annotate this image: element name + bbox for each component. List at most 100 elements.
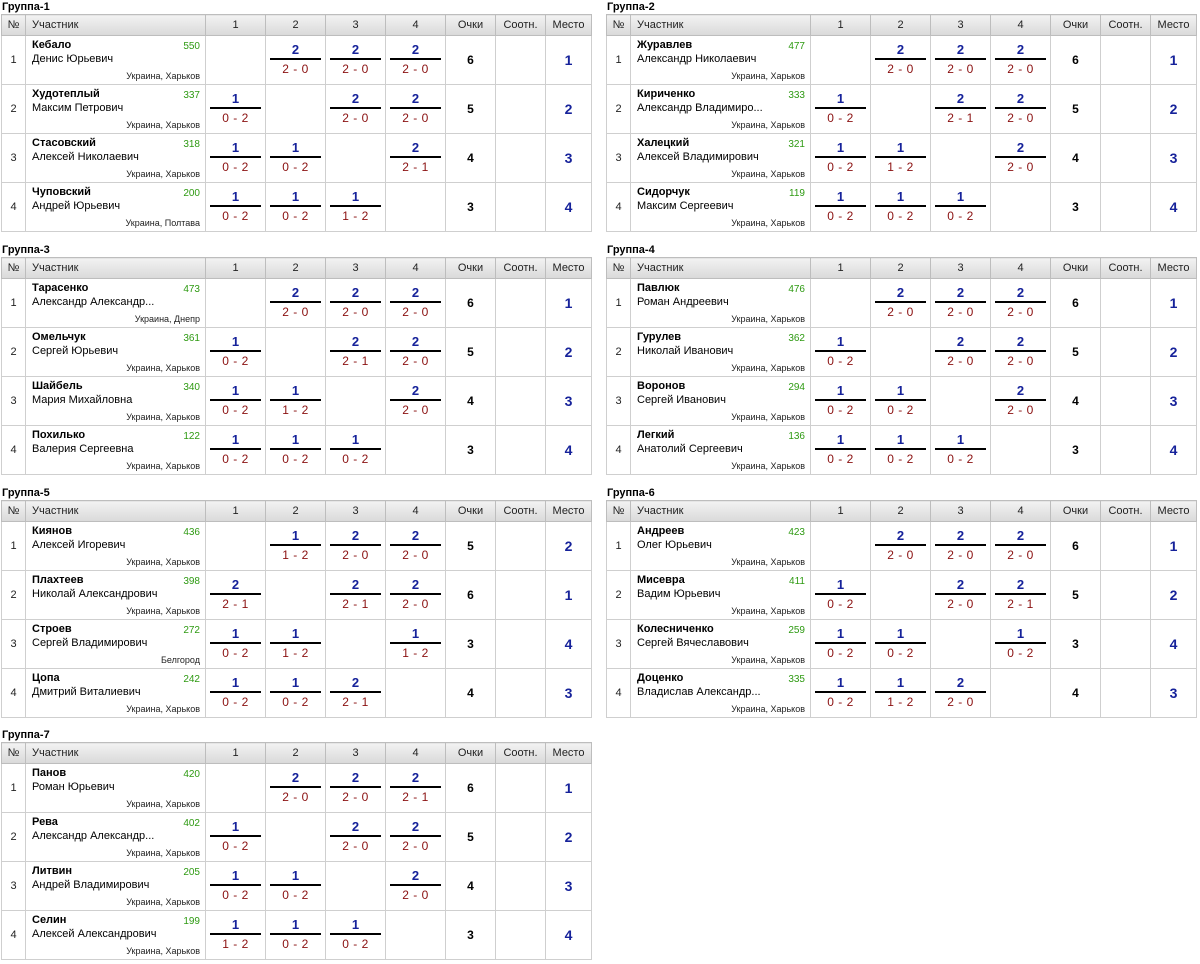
match-result-cell[interactable]: 2 2 - 0 — [990, 376, 1051, 426]
match-result-cell[interactable]: 1 0 - 2 — [265, 668, 326, 718]
match-result-cell[interactable]: 2 2 - 0 — [870, 521, 931, 571]
match-result-cell[interactable]: 1 0 - 2 — [810, 84, 871, 134]
match-result-cell[interactable]: 2 2 - 0 — [990, 278, 1051, 328]
header-col-3[interactable]: 3 — [325, 257, 386, 279]
header-col-3[interactable]: 3 — [930, 257, 991, 279]
match-result-cell[interactable]: 2 2 - 0 — [870, 278, 931, 328]
header-col-3[interactable]: 3 — [930, 500, 991, 522]
header-points[interactable]: Очки — [1050, 14, 1101, 36]
match-result-cell[interactable]: 2 2 - 0 — [385, 861, 446, 911]
player-cell[interactable]: Чуповский Андрей Юрьевич 200 Украина, Полта… — [25, 182, 206, 232]
match-result-cell[interactable]: 1 1 - 2 — [385, 619, 446, 669]
match-result-cell[interactable]: 1 0 - 2 — [870, 619, 931, 669]
match-result-cell[interactable]: 2 2 - 0 — [325, 84, 386, 134]
header-sootn[interactable]: Соотн. — [495, 14, 546, 36]
player-lastname[interactable]: Селин — [32, 914, 67, 926]
header-points[interactable]: Очки — [1050, 257, 1101, 279]
match-result-cell[interactable]: 2 2 - 0 — [385, 521, 446, 571]
match-result-cell[interactable]: 1 1 - 2 — [870, 668, 931, 718]
header-col-1[interactable]: 1 — [205, 14, 266, 36]
header-place[interactable]: Место — [545, 500, 592, 522]
player-lastname[interactable]: Цопа — [32, 672, 60, 684]
player-cell[interactable]: Халецкий Алексей Владимирович 321 Украина, … — [630, 133, 811, 183]
player-lastname[interactable]: Легкий — [637, 429, 675, 441]
player-lastname[interactable]: Чуповский — [32, 186, 91, 198]
match-result-cell[interactable]: 1 1 - 2 — [325, 182, 386, 232]
header-player[interactable]: Участник — [25, 500, 206, 522]
match-result-cell[interactable]: 2 2 - 0 — [990, 35, 1051, 85]
player-cell[interactable]: Андреев Олег Юрьевич 423 Украина, Харьков — [630, 521, 811, 571]
header-place[interactable]: Место — [1150, 500, 1197, 522]
player-lastname[interactable]: Похилько — [32, 429, 86, 441]
header-col-4[interactable]: 4 — [385, 14, 446, 36]
player-cell[interactable]: Панов Роман Юрьевич 420 Украина, Харьков — [25, 763, 206, 813]
match-result-cell[interactable]: 2 2 - 0 — [930, 278, 991, 328]
match-result-cell[interactable]: 1 1 - 2 — [205, 910, 266, 960]
header-col-4[interactable]: 4 — [990, 500, 1051, 522]
player-lastname[interactable]: Кириченко — [637, 88, 696, 100]
player-cell[interactable]: Журавлев Александр Николаевич 477 Украина, … — [630, 35, 811, 85]
match-result-cell[interactable]: 1 1 - 2 — [265, 521, 326, 571]
player-cell[interactable]: Гурулев Николай Иванович 362 Украина, Харьк… — [630, 327, 811, 377]
player-lastname[interactable]: Мисевра — [637, 574, 685, 586]
header-player[interactable]: Участник — [630, 14, 811, 36]
header-col-3[interactable]: 3 — [930, 14, 991, 36]
header-num[interactable]: № — [1, 742, 26, 764]
header-player[interactable]: Участник — [630, 257, 811, 279]
match-result-cell[interactable]: 1 0 - 2 — [810, 668, 871, 718]
player-lastname[interactable]: Литвин — [32, 865, 73, 877]
player-cell[interactable]: Похилько Валерия Сергеевна 122 Украина, Хар… — [25, 425, 206, 475]
match-result-cell[interactable]: 2 2 - 0 — [385, 570, 446, 620]
match-result-cell[interactable]: 1 0 - 2 — [810, 425, 871, 475]
match-result-cell[interactable]: 1 0 - 2 — [205, 668, 266, 718]
header-num[interactable]: № — [606, 14, 631, 36]
header-points[interactable]: Очки — [445, 14, 496, 36]
match-result-cell[interactable]: 1 0 - 2 — [990, 619, 1051, 669]
header-num[interactable]: № — [1, 500, 26, 522]
match-result-cell[interactable]: 1 0 - 2 — [325, 910, 386, 960]
header-col-4[interactable]: 4 — [990, 257, 1051, 279]
player-cell[interactable]: Легкий Анатолий Сергеевич 136 Украина, Харь… — [630, 425, 811, 475]
header-place[interactable]: Место — [545, 257, 592, 279]
match-result-cell[interactable]: 1 0 - 2 — [205, 182, 266, 232]
player-cell[interactable]: Мисевра Вадим Юрьевич 411 Украина, Харьков — [630, 570, 811, 620]
match-result-cell[interactable]: 1 1 - 2 — [870, 133, 931, 183]
match-result-cell[interactable]: 1 0 - 2 — [205, 327, 266, 377]
player-lastname[interactable]: Журавлев — [637, 39, 693, 51]
header-col-1[interactable]: 1 — [205, 742, 266, 764]
header-col-4[interactable]: 4 — [385, 742, 446, 764]
match-result-cell[interactable]: 1 0 - 2 — [265, 425, 326, 475]
player-cell[interactable]: Цопа Дмитрий Виталиевич 242 Украина, Харько… — [25, 668, 206, 718]
match-result-cell[interactable]: 1 0 - 2 — [810, 376, 871, 426]
player-cell[interactable]: Доценко Владислав Александр... 335 Украина,… — [630, 668, 811, 718]
header-points[interactable]: Очки — [445, 500, 496, 522]
player-lastname[interactable]: Колесниченко — [637, 623, 714, 635]
header-place[interactable]: Место — [1150, 257, 1197, 279]
match-result-cell[interactable]: 2 2 - 0 — [325, 812, 386, 862]
match-result-cell[interactable]: 2 2 - 0 — [265, 278, 326, 328]
match-result-cell[interactable]: 1 0 - 2 — [325, 425, 386, 475]
match-result-cell[interactable]: 2 2 - 1 — [990, 570, 1051, 620]
player-cell[interactable]: Павлюк Роман Андреевич 476 Украина, Харьков — [630, 278, 811, 328]
match-result-cell[interactable]: 2 2 - 0 — [325, 763, 386, 813]
match-result-cell[interactable]: 2 2 - 0 — [990, 521, 1051, 571]
header-col-3[interactable]: 3 — [325, 742, 386, 764]
header-place[interactable]: Место — [1150, 14, 1197, 36]
match-result-cell[interactable]: 1 0 - 2 — [205, 425, 266, 475]
match-result-cell[interactable]: 2 2 - 0 — [385, 84, 446, 134]
match-result-cell[interactable]: 2 2 - 0 — [325, 521, 386, 571]
match-result-cell[interactable]: 2 2 - 0 — [325, 35, 386, 85]
match-result-cell[interactable]: 2 2 - 1 — [930, 84, 991, 134]
match-result-cell[interactable]: 2 2 - 0 — [930, 521, 991, 571]
match-result-cell[interactable]: 2 2 - 1 — [325, 327, 386, 377]
header-player[interactable]: Участник — [25, 257, 206, 279]
match-result-cell[interactable]: 1 0 - 2 — [870, 425, 931, 475]
header-sootn[interactable]: Соотн. — [1100, 500, 1151, 522]
player-cell[interactable]: Воронов Сергей Иванович 294 Украина, Харько… — [630, 376, 811, 426]
header-num[interactable]: № — [606, 257, 631, 279]
header-points[interactable]: Очки — [1050, 500, 1101, 522]
header-place[interactable]: Место — [545, 14, 592, 36]
player-cell[interactable]: Плахтеев Николай Александрович 398 Украина,… — [25, 570, 206, 620]
player-cell[interactable]: Омельчук Сергей Юрьевич 361 Украина, Харько… — [25, 327, 206, 377]
header-col-1[interactable]: 1 — [205, 500, 266, 522]
